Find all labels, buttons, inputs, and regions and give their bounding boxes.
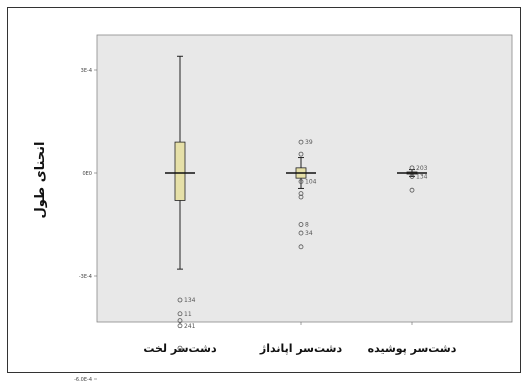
outlier-label: 8 [305, 222, 309, 229]
outlier-label: 104 [305, 179, 317, 186]
outlier-point [177, 311, 183, 317]
outlier-label: 134 [416, 173, 428, 180]
outlier-label: 11 [184, 311, 192, 318]
outlier-point [409, 174, 415, 179]
x-category-label: دشت‌سر اپانداژ [259, 342, 343, 355]
outlier-point [298, 244, 304, 250]
box-group: 3325622625026013411241 [165, 55, 196, 351]
outlier-label: 203 [416, 165, 428, 172]
box-group: 39 104 834 [286, 139, 317, 250]
y-tick-label: 0E0 [82, 171, 92, 177]
outlier-point [298, 230, 304, 236]
outlier-point [298, 222, 304, 227]
box-series: 332562262502601341124139104834203134 [165, 55, 428, 351]
box-iqr [174, 141, 186, 201]
y-tick-label: 3E-4 [81, 68, 92, 74]
outlier-label: 39 [305, 139, 313, 146]
outlier-point [298, 139, 304, 145]
x-axis: دشت‌سر لخت دشت‌سر اپانداژ دشت‌سر پوشیده [143, 322, 457, 355]
outlier-point [177, 345, 183, 351]
y-tick-label: -6.0E-4 [74, 377, 92, 382]
outlier-point [298, 151, 304, 157]
outlier-point [177, 297, 183, 303]
outlier-point [177, 323, 183, 329]
outlier-point [298, 191, 304, 197]
outlier-point [177, 318, 183, 324]
outlier-point [298, 194, 304, 200]
outlier-label: 241 [184, 323, 196, 330]
outlier-point [298, 179, 304, 184]
outlier-point [409, 187, 415, 193]
outlier-label: 134 [184, 297, 196, 304]
x-category-label: دشت‌سر لخت [143, 342, 217, 355]
y-axis-title: انحنای طول [33, 141, 48, 218]
outlier-point [409, 165, 415, 171]
x-category-label: دشت‌سر پوشیده [368, 342, 457, 355]
y-tick-label: -3E-4 [79, 274, 92, 280]
outlier-label: 34 [305, 230, 313, 237]
